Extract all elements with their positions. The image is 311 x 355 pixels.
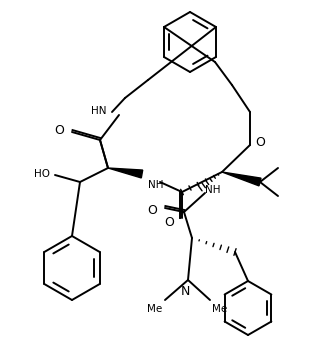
Text: Me: Me bbox=[147, 304, 163, 314]
Text: O: O bbox=[54, 125, 64, 137]
Text: NH: NH bbox=[205, 185, 220, 195]
Text: O: O bbox=[147, 203, 157, 217]
Text: HN: HN bbox=[91, 106, 107, 116]
Polygon shape bbox=[108, 168, 143, 178]
Text: Me: Me bbox=[212, 304, 228, 314]
Text: O: O bbox=[255, 137, 265, 149]
Text: HO: HO bbox=[34, 169, 50, 179]
Text: N: N bbox=[180, 285, 190, 298]
Text: O: O bbox=[164, 215, 174, 229]
Text: NH: NH bbox=[148, 180, 164, 190]
Polygon shape bbox=[222, 172, 261, 186]
